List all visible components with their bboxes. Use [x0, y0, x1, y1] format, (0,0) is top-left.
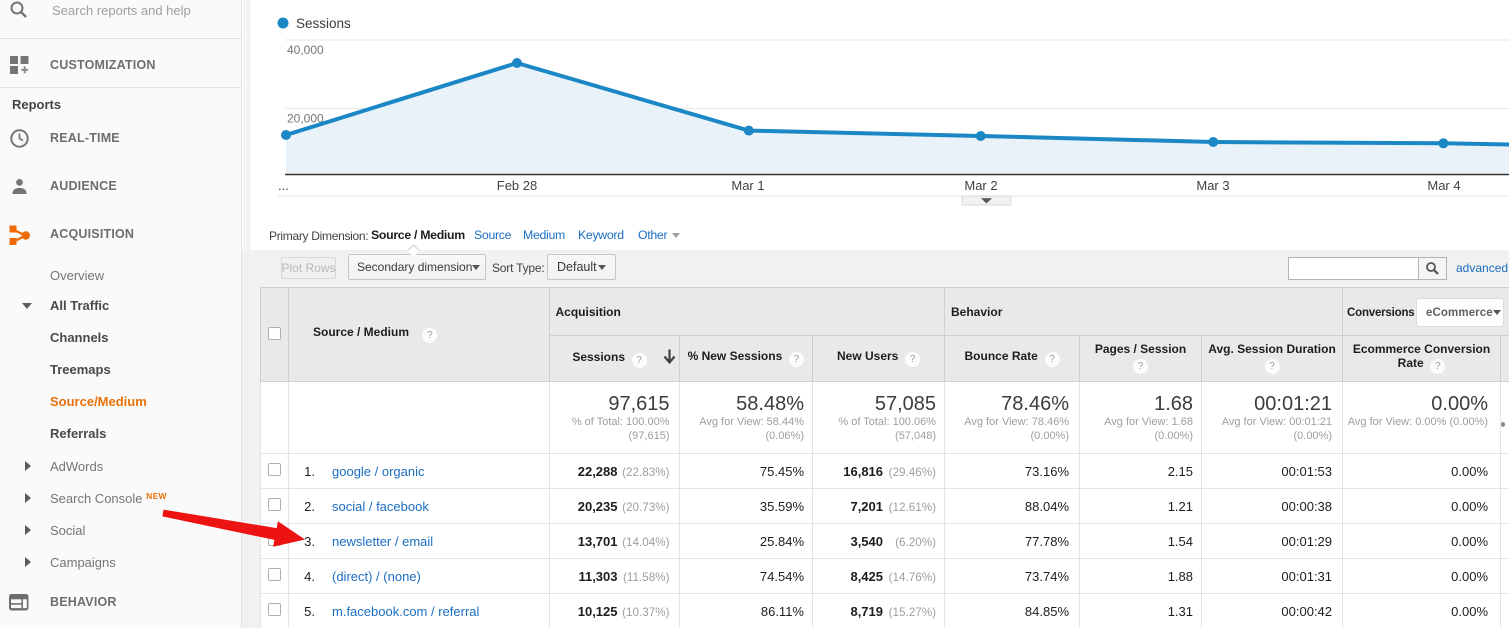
- svg-text:20,000: 20,000: [287, 112, 324, 126]
- svg-text:Mar 4: Mar 4: [1427, 178, 1460, 193]
- svg-text:Sessions: Sessions: [296, 16, 351, 31]
- svg-text:...: ...: [278, 178, 289, 193]
- svg-text:Mar 1: Mar 1: [731, 178, 764, 193]
- svg-text:Mar 2: Mar 2: [964, 178, 997, 193]
- svg-text:40,000: 40,000: [287, 43, 324, 57]
- svg-text:Mar 3: Mar 3: [1196, 178, 1229, 193]
- svg-text:Feb 28: Feb 28: [497, 178, 537, 193]
